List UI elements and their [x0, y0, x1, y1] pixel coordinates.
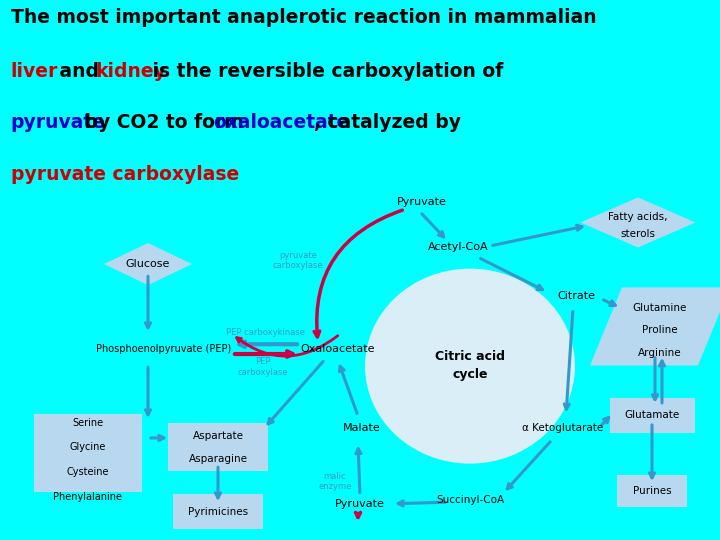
Text: Oxaloacetate: Oxaloacetate: [301, 344, 375, 354]
Text: pyruvate: pyruvate: [11, 113, 106, 132]
Polygon shape: [580, 198, 696, 247]
FancyBboxPatch shape: [617, 475, 687, 507]
Polygon shape: [590, 287, 720, 366]
Text: Cysteine: Cysteine: [67, 467, 109, 477]
Text: malic
enzyme: malic enzyme: [318, 472, 351, 491]
Text: kidney: kidney: [95, 62, 166, 80]
FancyBboxPatch shape: [610, 398, 695, 433]
Text: oxaloacetate: oxaloacetate: [213, 113, 349, 132]
Text: cycle: cycle: [452, 368, 487, 381]
Text: Arginine: Arginine: [638, 348, 682, 358]
Text: Succinyl-CoA: Succinyl-CoA: [436, 495, 504, 505]
Text: sterols: sterols: [621, 229, 655, 239]
Text: Asparagine: Asparagine: [189, 454, 248, 464]
Text: liver: liver: [11, 62, 58, 80]
Text: PEP
carboxylase: PEP carboxylase: [238, 357, 288, 376]
Text: Glutamine: Glutamine: [633, 302, 687, 313]
Text: Glycine: Glycine: [70, 442, 106, 453]
Text: Fatty acids,: Fatty acids,: [608, 212, 667, 222]
FancyBboxPatch shape: [168, 423, 268, 471]
Text: Proline: Proline: [642, 325, 678, 335]
Ellipse shape: [365, 268, 575, 464]
Text: Citrate: Citrate: [557, 291, 595, 301]
Text: Phosphoenolpyruvate (PEP): Phosphoenolpyruvate (PEP): [96, 344, 232, 354]
Text: α Ketoglutarate: α Ketoglutarate: [523, 423, 603, 434]
Text: Glutamate: Glutamate: [624, 410, 680, 420]
Text: Aspartate: Aspartate: [192, 431, 243, 441]
Text: Glucose: Glucose: [126, 259, 170, 269]
Text: and: and: [53, 62, 105, 80]
Text: Purines: Purines: [633, 486, 671, 496]
Text: Acetyl-CoA: Acetyl-CoA: [428, 242, 488, 252]
Text: Malate: Malate: [343, 423, 381, 434]
Text: by CO2 to form: by CO2 to form: [78, 113, 251, 132]
Text: pyruvate carboxylase: pyruvate carboxylase: [11, 165, 239, 184]
Text: Phenylalanine: Phenylalanine: [53, 491, 122, 502]
FancyBboxPatch shape: [173, 494, 263, 529]
Text: , catalyzed by: , catalyzed by: [314, 113, 461, 132]
Text: Pyruvate: Pyruvate: [397, 197, 447, 207]
Text: Pyruvate: Pyruvate: [335, 499, 385, 509]
Polygon shape: [104, 243, 192, 285]
Text: Citric acid: Citric acid: [435, 349, 505, 363]
Text: Pyrimicines: Pyrimicines: [188, 507, 248, 517]
Text: PEP carboxykinase: PEP carboxykinase: [227, 328, 305, 338]
Text: Serine: Serine: [73, 418, 104, 428]
FancyBboxPatch shape: [34, 414, 142, 492]
Text: pyruvate
carboxylase: pyruvate carboxylase: [273, 251, 323, 270]
Text: The most important anaplerotic reaction in mammalian: The most important anaplerotic reaction …: [11, 8, 596, 27]
Text: is the reversible carboxylation of: is the reversible carboxylation of: [145, 62, 503, 80]
